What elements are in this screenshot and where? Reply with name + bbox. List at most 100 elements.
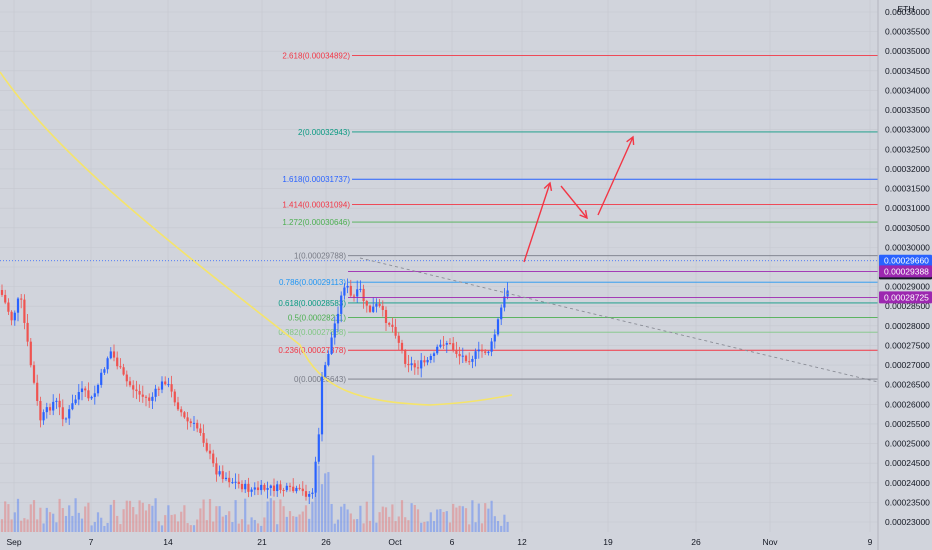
volume-bar [314, 479, 317, 532]
volume-bar [39, 507, 42, 532]
volume-bar [84, 506, 87, 532]
price-tick-label: 0.00035000 [885, 46, 930, 56]
candle-body [141, 394, 144, 397]
volume-bar [199, 508, 202, 532]
candle-body [429, 355, 432, 360]
candle-body [324, 365, 327, 377]
candle-body [471, 358, 474, 362]
candle-body [80, 388, 84, 393]
trendline[interactable] [359, 257, 879, 383]
candle-body [189, 421, 192, 424]
candle-body [192, 422, 196, 424]
volume-bar [359, 505, 362, 532]
volume-bar [237, 523, 240, 532]
candle-body [250, 489, 253, 492]
candle-body [20, 298, 23, 300]
volume-bar [52, 513, 55, 532]
fibonacci-retracement[interactable]: 2.618(0.00034892) 2(0.00032943) 1.618(0.00… [278, 51, 878, 384]
candle-body [231, 482, 234, 484]
candle-body [128, 381, 132, 386]
volume-bar [288, 511, 292, 532]
candle-body [138, 391, 141, 395]
candle-body [228, 477, 231, 483]
volume-bar [327, 472, 330, 532]
volume-bar [343, 503, 346, 532]
time-axis[interactable]: Sep 7 14 21 26 Oct 6 12 19 26 Nov 9 [6, 537, 872, 547]
volume-bar [308, 518, 311, 532]
volume-bar [436, 509, 439, 532]
candle-body [352, 295, 356, 297]
volume-bar [372, 455, 375, 532]
candle-body [298, 487, 301, 489]
candle-body [500, 307, 503, 320]
time-tick-label: 19 [603, 537, 613, 547]
candle-body [234, 481, 237, 483]
volume-bar [474, 522, 477, 532]
volume-bar [471, 500, 474, 532]
candle-body [84, 388, 87, 391]
projection-arrow-up[interactable] [597, 136, 634, 216]
candle-body [320, 376, 324, 435]
candle-body [176, 402, 180, 410]
volume-bar [141, 502, 144, 532]
volume-bar [388, 516, 391, 532]
volume-bar [32, 500, 36, 532]
candle-body [362, 288, 365, 302]
candle-body [458, 353, 461, 357]
candle-body [439, 344, 442, 347]
candle-body [356, 289, 359, 297]
candle-body [388, 322, 391, 325]
candle-body [480, 349, 484, 352]
volume-bar [167, 505, 170, 532]
volume-bar [154, 498, 157, 532]
price-tick-label: 0.00025000 [885, 439, 930, 449]
volume-bar [407, 520, 410, 532]
grid-layer [0, 0, 878, 532]
time-tick-label: Nov [762, 537, 778, 547]
volume-bar [416, 509, 420, 532]
candle-body [404, 350, 407, 364]
candle-body [48, 407, 52, 411]
volume-bar [253, 519, 256, 532]
price-tick-label: 0.00034000 [885, 85, 930, 95]
candle-body [490, 341, 493, 352]
volume-bar [112, 499, 116, 532]
volume-bar [330, 503, 333, 532]
time-tick-label: Sep [6, 537, 21, 547]
volume-bar [0, 519, 4, 532]
price-tick-label: 0.00031000 [885, 203, 930, 213]
projection-arrow-up-head [543, 181, 553, 191]
candle-body [336, 313, 340, 324]
volume-bar [231, 522, 234, 532]
volume-bar [244, 498, 247, 532]
volume-bar [269, 498, 272, 532]
time-tick-label: 6 [450, 537, 455, 547]
volume-bar [477, 503, 480, 532]
price-tag [879, 265, 932, 278]
candle-body [109, 351, 112, 359]
candle-body [224, 477, 228, 480]
price-tick-label: 0.00027500 [885, 340, 930, 350]
projection-arrow-down-head [579, 210, 588, 220]
volume-bar [260, 525, 263, 532]
volume-layer [0, 455, 509, 532]
volume-bar [135, 514, 138, 532]
price-tick-label: 0.00024000 [885, 478, 930, 488]
volume-bar [266, 501, 269, 532]
candle-body [167, 384, 170, 386]
candle-body [327, 353, 330, 366]
volume-bar [100, 517, 103, 532]
volume-bar [256, 523, 260, 532]
volume-bar [365, 501, 368, 532]
volume-bar [240, 519, 244, 532]
projection-arrow-up[interactable] [523, 182, 551, 263]
volume-bar [48, 512, 52, 532]
candle-body [276, 484, 279, 492]
candle-body [266, 488, 269, 490]
volume-bar [58, 498, 61, 532]
volume-bar [106, 522, 109, 532]
projection-arrow-down[interactable] [560, 185, 588, 219]
candle-body [503, 296, 506, 308]
candle-body [13, 312, 16, 321]
